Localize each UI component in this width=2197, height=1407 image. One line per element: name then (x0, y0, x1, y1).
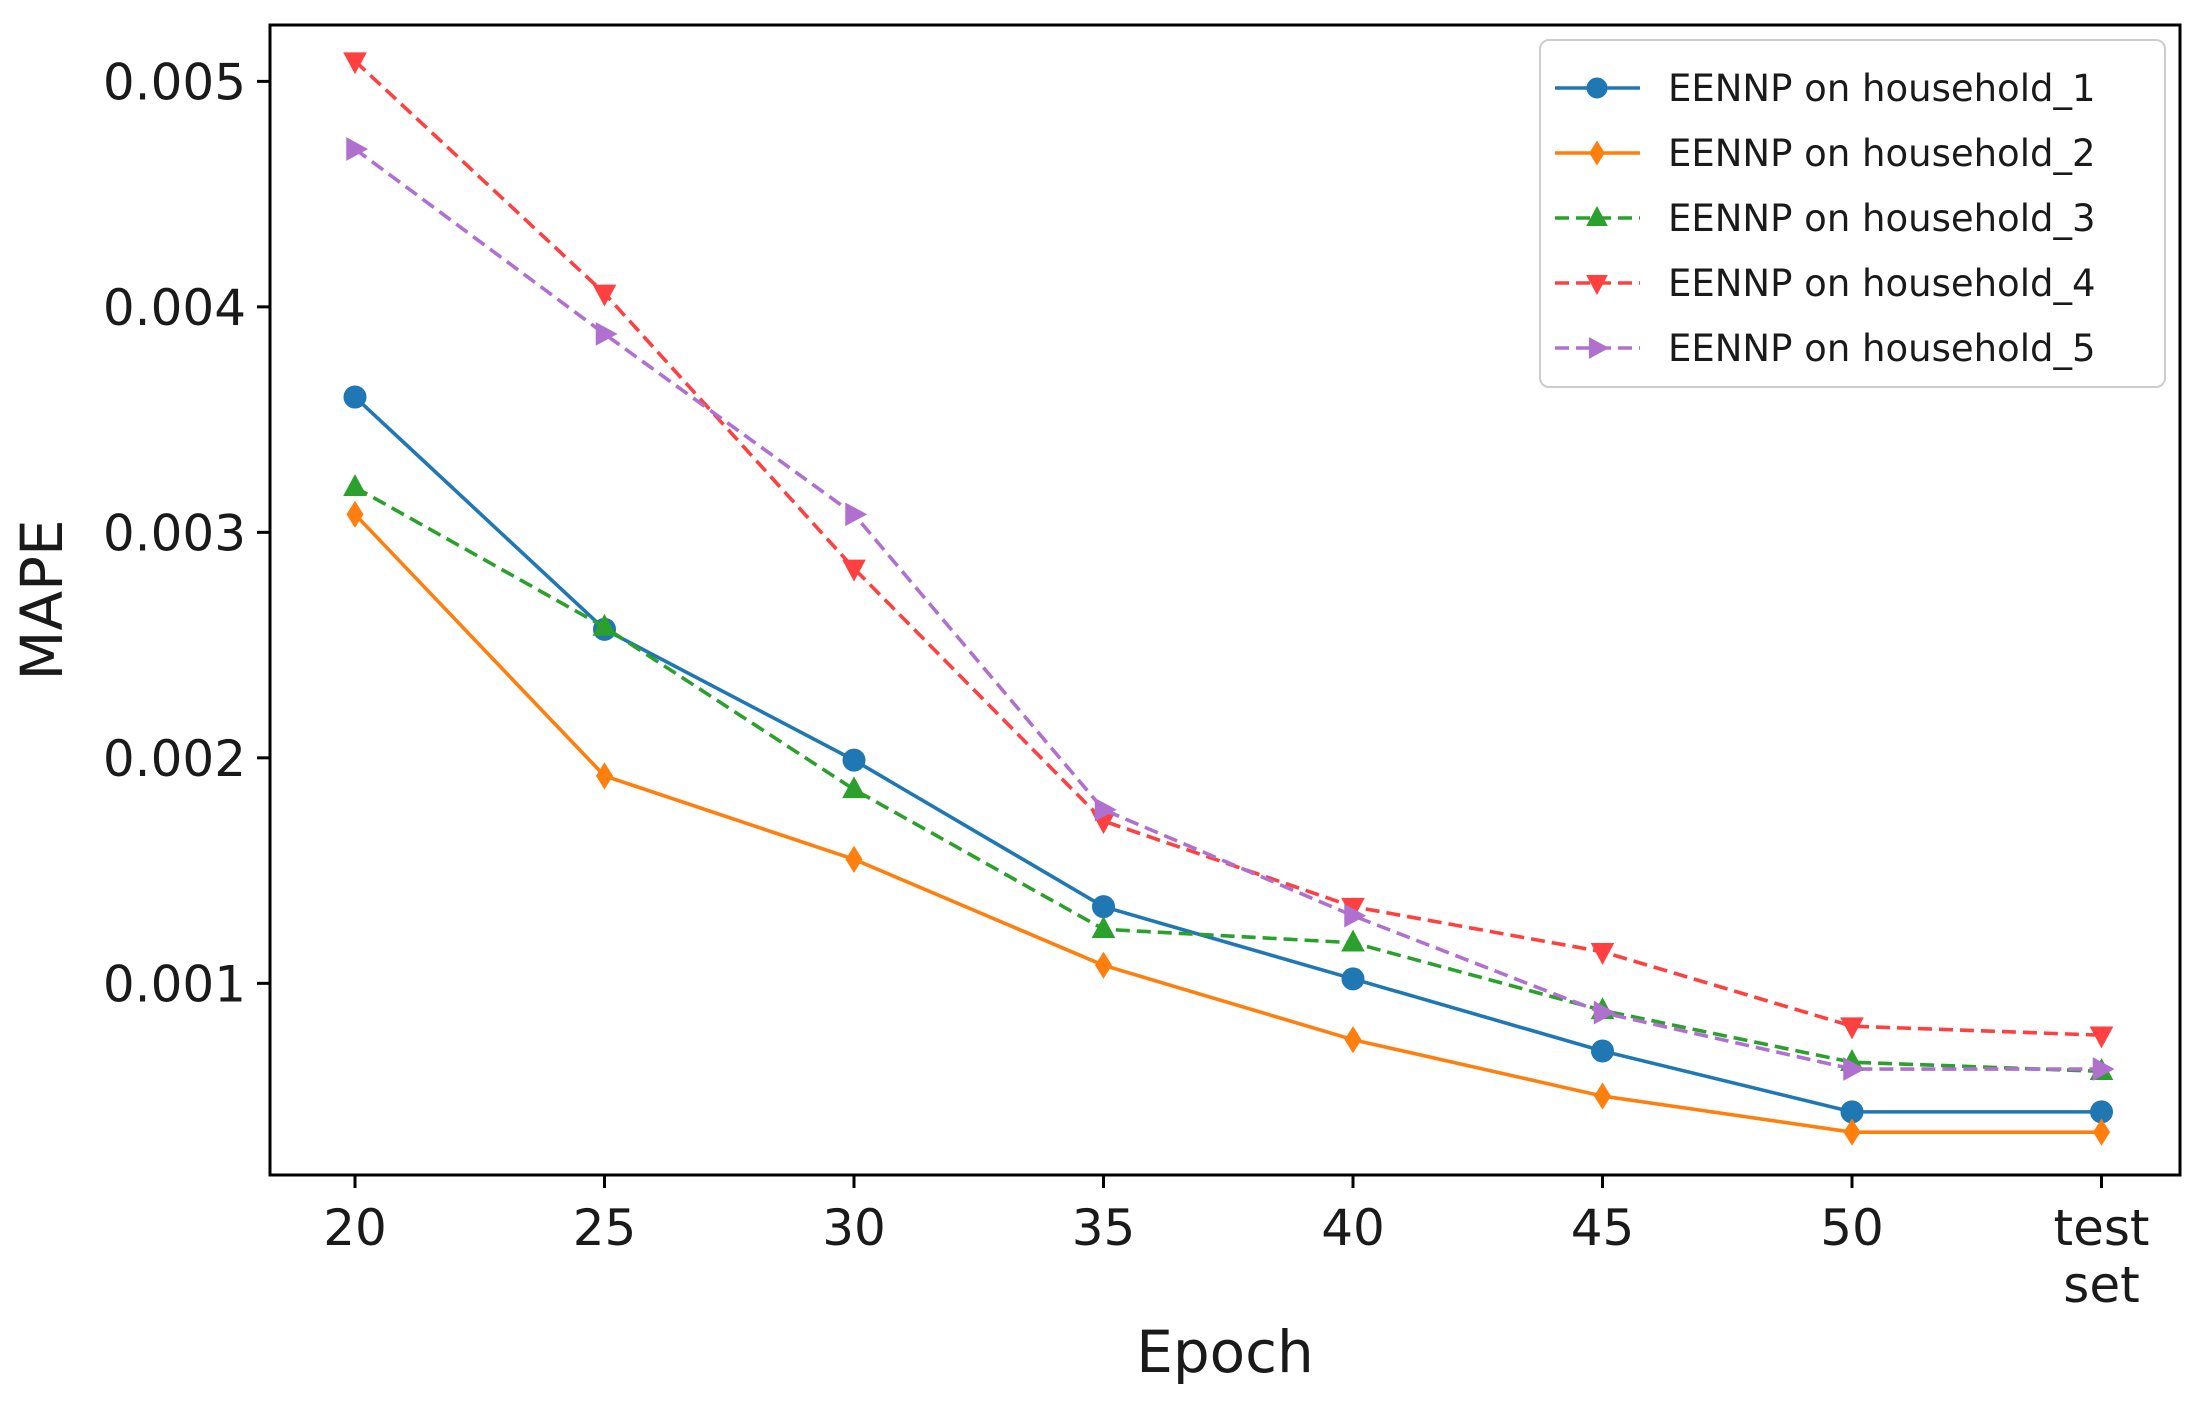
y-tick-label: 0.001 (103, 955, 246, 1013)
legend-label: EENNP on household_1 (1668, 67, 2096, 110)
x-tick-label: 45 (1571, 1199, 1635, 1257)
data-point (1593, 1082, 1612, 1110)
x-tick-label: 35 (1072, 1199, 1136, 1257)
legend: EENNP on household_1 EENNP on household_2… (1539, 39, 2166, 388)
legend-marker (1586, 77, 1608, 99)
legend-label: EENNP on household_3 (1668, 197, 2096, 240)
y-axis: 0.001 0.002 0.003 0.004 0.005 (103, 53, 270, 1013)
series-line (353, 513, 2102, 1134)
data-point (845, 845, 863, 873)
x-tick-label: 50 (1820, 1199, 1884, 1257)
data-point (842, 776, 866, 799)
x-tick-label: 40 (1321, 1199, 1385, 1257)
data-point (2092, 1118, 2111, 1146)
data-point (592, 284, 617, 307)
data-point (1341, 967, 1365, 991)
data-point (595, 762, 614, 790)
x-axis: 20 25 30 35 40 45 50 test set (323, 1175, 2150, 1314)
data-point (1341, 929, 1365, 952)
x-tick-label: 30 (822, 1199, 886, 1257)
y-tick-label: 0.003 (103, 504, 246, 562)
data-point (343, 385, 367, 409)
data-point (592, 613, 617, 636)
data-point (1091, 916, 1116, 938)
data-point (343, 52, 367, 75)
data-point (346, 137, 369, 161)
data-point (842, 559, 866, 582)
series-line (353, 395, 2102, 1114)
series-line (353, 147, 2102, 1071)
y-axis-label: MAPE (8, 519, 76, 680)
data-point (2089, 1026, 2114, 1049)
x-tick-label: 25 (573, 1199, 637, 1257)
series-line (354, 485, 2102, 1074)
legend-label: EENNP on household_4 (1668, 262, 2096, 305)
data-point (343, 474, 367, 497)
x-tick-label-line: test (2053, 1199, 2149, 1257)
legend-label: EENNP on household_5 (1668, 327, 2096, 370)
y-tick-label: 0.005 (103, 53, 246, 111)
x-tick-label: 20 (323, 1199, 387, 1257)
legend-marker (1586, 275, 1608, 296)
data-point (1344, 1026, 1362, 1054)
series-eennp-on-household-1 (343, 385, 2113, 1124)
legend-label: EENNP on household_2 (1668, 132, 2096, 175)
data-point (2092, 1057, 2115, 1081)
data-point (845, 502, 868, 527)
data-point (1840, 1017, 1864, 1040)
data-point (1344, 903, 1367, 928)
legend-marker (1589, 140, 1605, 166)
y-tick-label: 0.002 (103, 730, 246, 788)
data-point (1094, 797, 1117, 822)
plot-frame (268, 23, 2182, 1177)
data-point (1590, 943, 1615, 965)
data-point (1094, 951, 1113, 979)
x-tick-label: test set (2053, 1199, 2149, 1314)
series-layer (343, 52, 2115, 1146)
x-tick-label-line: set (2063, 1256, 2139, 1314)
data-point (1593, 1000, 1616, 1025)
data-point (1591, 1039, 1614, 1063)
data-point (1092, 895, 1115, 919)
data-point (1843, 1118, 1861, 1146)
series-eennp-on-household-5 (346, 137, 2115, 1081)
x-axis-label: Epoch (1136, 1318, 1314, 1386)
data-point (842, 748, 866, 772)
data-point (1843, 1057, 1866, 1081)
legend-marker (1589, 337, 1610, 359)
data-point (346, 500, 364, 528)
data-point (595, 322, 618, 346)
series-eennp-on-household-2 (346, 500, 2111, 1146)
legend-marker (1586, 205, 1608, 226)
legend-box (1539, 39, 2166, 388)
y-tick-label: 0.004 (103, 279, 246, 337)
